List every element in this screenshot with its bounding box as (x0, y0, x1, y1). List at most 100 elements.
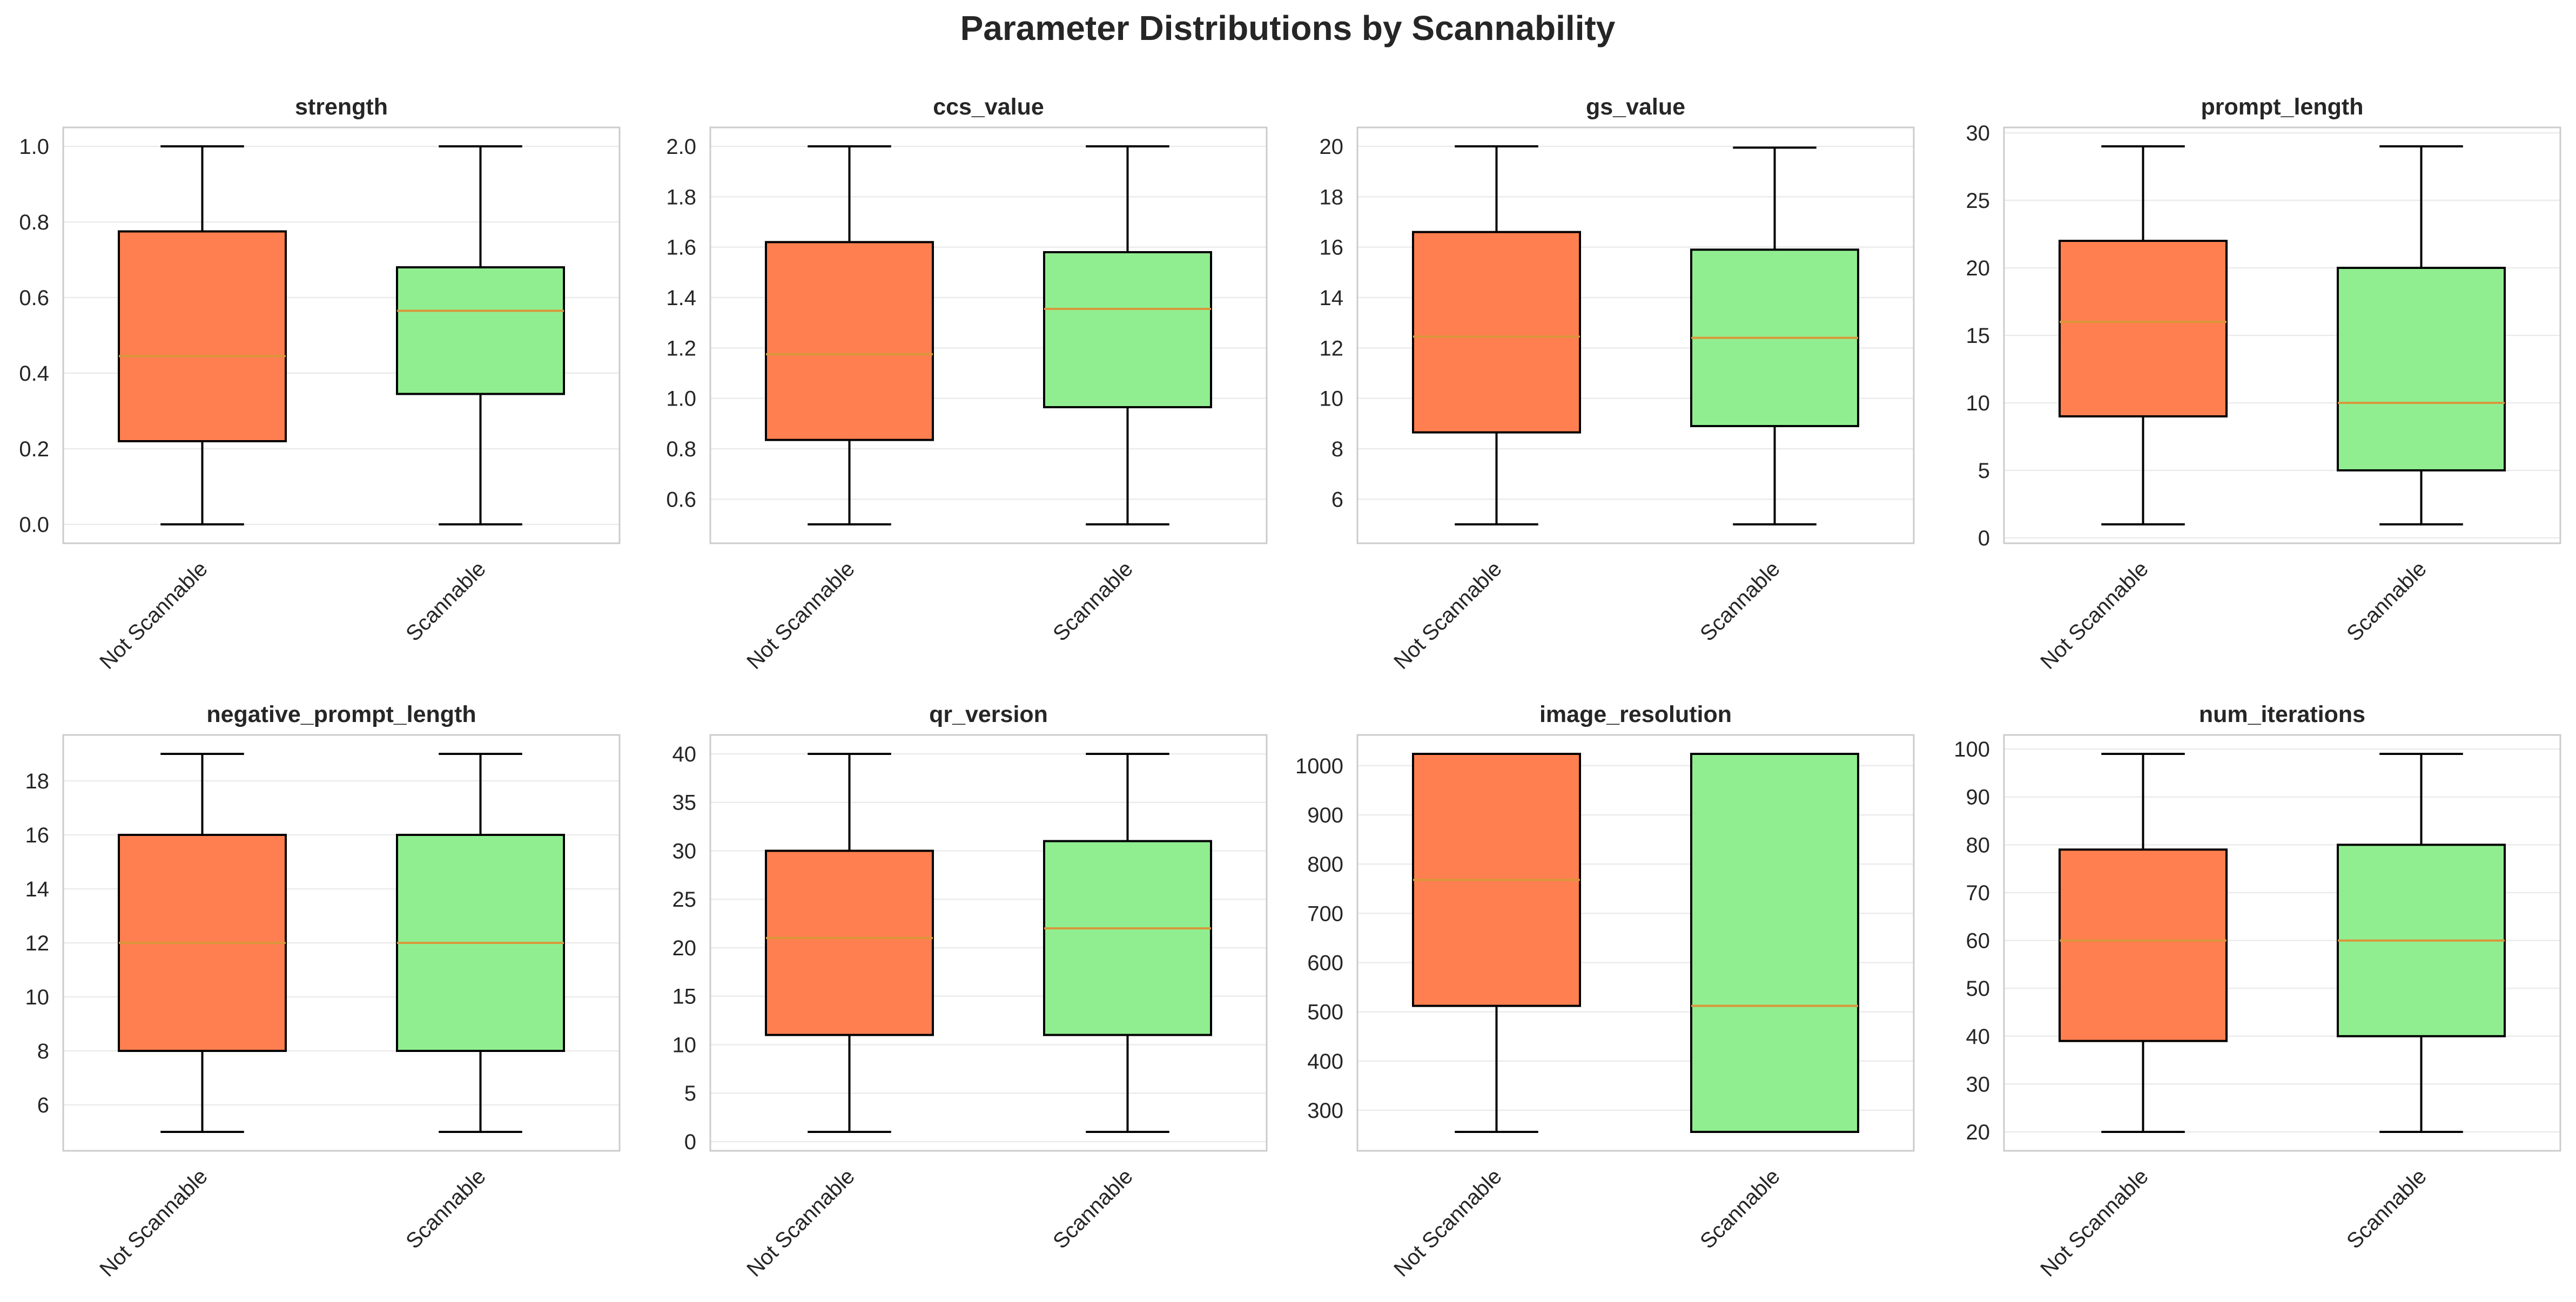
y-tick-label: 18 (25, 770, 50, 793)
box-scannable (1690, 753, 1859, 1133)
box-not-scannable (1412, 753, 1581, 1133)
axes-frame (1356, 126, 1915, 544)
subplot-title: ccs_value (933, 94, 1044, 120)
y-tick-label: 1.4 (666, 286, 696, 310)
y-tick-label: 400 (1307, 1050, 1343, 1074)
box-not-scannable (765, 145, 934, 525)
box-iqr (118, 230, 287, 442)
axes-frame (2003, 734, 2561, 1152)
y-tick-label: 600 (1307, 951, 1343, 975)
box-not-scannable (2059, 145, 2228, 525)
y-tick-label: 12 (1320, 336, 1344, 360)
subplot-title: num_iterations (2199, 701, 2365, 727)
y-tick-label: 0 (684, 1130, 696, 1154)
box-not-scannable (2059, 753, 2228, 1133)
axes-frame (1356, 734, 1915, 1152)
y-tick-label: 35 (672, 791, 697, 815)
y-tick-label: 16 (25, 824, 50, 847)
y-tick-label: 1.6 (666, 236, 696, 260)
y-tick-label: 0.8 (666, 437, 696, 461)
box-iqr (1412, 231, 1581, 434)
y-tick-label: 14 (1320, 286, 1344, 310)
y-tick-label: 0.6 (19, 286, 49, 310)
y-tick-label: 0.8 (19, 211, 49, 234)
y-tick-label: 40 (1966, 1025, 1990, 1049)
box-iqr (1690, 753, 1859, 1133)
subplot-title: prompt_length (2201, 94, 2364, 120)
y-tick-label: 18 (1320, 185, 1344, 209)
y-tick-label: 8 (37, 1040, 49, 1063)
subplot-title: negative_prompt_length (206, 701, 476, 727)
y-tick-label: 12 (25, 932, 50, 955)
y-tick-label: 1.2 (666, 336, 696, 360)
box-iqr (765, 849, 934, 1036)
y-tick-label: 10 (1966, 392, 1990, 415)
y-tick-label: 20 (1320, 135, 1344, 159)
box-iqr (2059, 848, 2228, 1042)
box-scannable (2337, 753, 2506, 1133)
y-tick-label: 10 (1320, 387, 1344, 411)
y-tick-label: 20 (1966, 1121, 1990, 1144)
y-tick-label: 16 (1320, 236, 1344, 260)
axes-frame (709, 734, 1268, 1152)
box-iqr (396, 266, 565, 395)
y-tick-label: 90 (1966, 786, 1990, 809)
y-tick-label: 1.0 (19, 135, 49, 159)
y-tick-label: 1.0 (666, 387, 696, 411)
figure-title: Parameter Distributions by Scannability (960, 9, 1616, 48)
y-tick-label: 1.8 (666, 185, 696, 209)
y-tick-label: 20 (1966, 257, 1990, 280)
axes-frame (62, 126, 621, 544)
y-tick-label: 8 (1331, 437, 1343, 461)
y-tick-label: 15 (672, 985, 697, 1009)
axes-frame (709, 126, 1268, 544)
y-tick-label: 80 (1966, 833, 1990, 857)
box-scannable (1043, 145, 1212, 525)
y-tick-label: 300 (1307, 1099, 1343, 1123)
box-iqr (1043, 840, 1212, 1036)
box-scannable (1043, 753, 1212, 1133)
y-tick-label: 6 (1331, 488, 1343, 511)
y-tick-label: 14 (25, 878, 50, 901)
y-tick-label: 40 (672, 743, 697, 766)
y-tick-label: 6 (37, 1094, 49, 1117)
y-tick-label: 60 (1966, 929, 1990, 953)
box-not-scannable (1412, 145, 1581, 525)
subplot-title: strength (295, 94, 388, 120)
y-tick-label: 50 (1966, 977, 1990, 1001)
y-tick-label: 30 (1966, 122, 1990, 145)
y-tick-label: 800 (1307, 853, 1343, 876)
y-tick-label: 20 (672, 936, 697, 960)
box-not-scannable (118, 753, 287, 1133)
y-tick-label: 30 (672, 839, 697, 863)
y-tick-label: 5 (684, 1082, 696, 1105)
y-tick-label: 0.4 (19, 362, 49, 386)
box-scannable (2337, 145, 2506, 525)
box-not-scannable (765, 753, 934, 1133)
box-iqr (2337, 267, 2506, 471)
axes-frame (62, 734, 621, 1152)
y-tick-label: 10 (25, 986, 50, 1009)
box-not-scannable (118, 145, 287, 525)
box-iqr (2059, 240, 2228, 417)
y-tick-label: 0.0 (19, 513, 49, 537)
y-tick-label: 15 (1966, 324, 1990, 348)
y-tick-label: 70 (1966, 881, 1990, 905)
axes-frame (2003, 126, 2561, 544)
y-tick-label: 500 (1307, 1001, 1343, 1024)
box-iqr (1043, 251, 1212, 408)
box-scannable (396, 753, 565, 1133)
box-iqr (765, 241, 934, 441)
subplot-title: image_resolution (1539, 701, 1732, 727)
y-tick-label: 0.6 (666, 488, 696, 511)
y-tick-label: 100 (1954, 738, 1990, 761)
y-tick-label: 25 (1966, 189, 1990, 213)
y-tick-label: 10 (672, 1033, 697, 1057)
y-tick-label: 700 (1307, 902, 1343, 926)
y-tick-label: 0 (1978, 527, 1990, 550)
box-scannable (396, 145, 565, 525)
box-scannable (1690, 146, 1859, 525)
